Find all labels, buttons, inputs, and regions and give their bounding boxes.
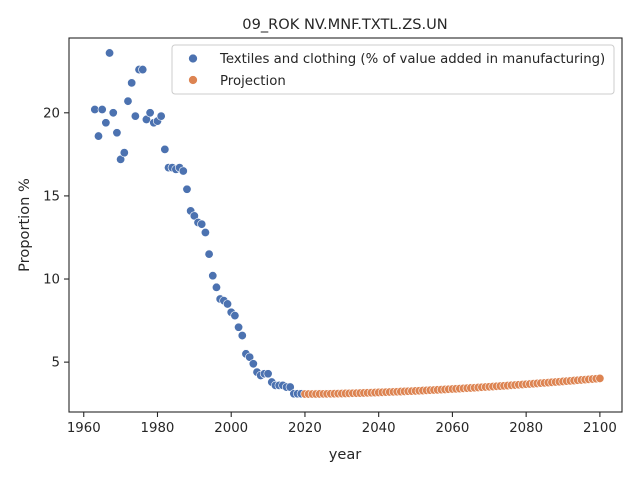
data-point-textiles [97,104,107,114]
data-point-textiles [101,118,111,128]
x-tick-label: 1960 [67,421,101,436]
y-axis: 5 10 15 20 [43,106,69,371]
data-point-textiles [160,144,170,154]
x-tick-label: 2060 [435,421,469,436]
data-point-textiles [108,108,118,118]
data-point-textiles [182,184,192,194]
x-tick-label: 1980 [141,421,175,436]
legend-label-textiles: Textiles and clothing (% of value added … [219,52,605,67]
plot-frame [68,37,623,413]
data-point-textiles [119,148,129,158]
chart-title: 09_ROK NV.MNF.TXTL.ZS.UN [242,16,447,33]
x-axis: 1960 1980 2000 2020 2040 2060 2080 2100 [67,412,617,436]
legend: Textiles and clothing (% of value added … [171,44,615,95]
plot-marks [90,48,605,399]
data-point-textiles [200,227,210,237]
data-point-textiles [237,331,247,341]
data-point-textiles [204,249,214,259]
y-tick-label: 5 [52,356,60,371]
legend-marker-textiles [188,53,198,64]
data-point-textiles [263,369,273,379]
x-tick-label: 2080 [509,421,543,436]
data-point-textiles [211,282,221,292]
y-tick-label: 10 [43,273,60,288]
data-point-textiles [234,322,244,332]
data-point-textiles [223,299,233,309]
data-point-textiles [130,111,140,121]
legend-frame [171,44,615,95]
x-tick-label: 2100 [583,421,617,436]
data-point-textiles [156,111,166,121]
data-point-textiles [138,65,148,75]
data-point-textiles [93,131,103,141]
data-point-textiles [178,166,188,176]
data-point-projection [595,373,605,383]
data-point-textiles [197,219,207,229]
x-tick-label: 2000 [214,421,248,436]
data-point-textiles [123,96,133,106]
x-axis-label: year [329,446,362,463]
x-tick-label: 2040 [362,421,396,436]
data-point-textiles [112,128,122,138]
legend-marker-projection [188,75,198,85]
x-tick-label: 2020 [288,421,322,436]
data-point-textiles [145,108,155,118]
data-point-textiles [208,271,218,281]
data-point-textiles [230,311,240,321]
y-tick-label: 20 [43,106,60,121]
data-point-textiles [127,78,137,88]
legend-label-projection: Projection [220,74,286,89]
data-point-textiles [248,359,258,369]
data-point-textiles [105,48,115,58]
y-tick-label: 15 [43,189,60,204]
y-axis-label: Proportion % [16,178,33,272]
